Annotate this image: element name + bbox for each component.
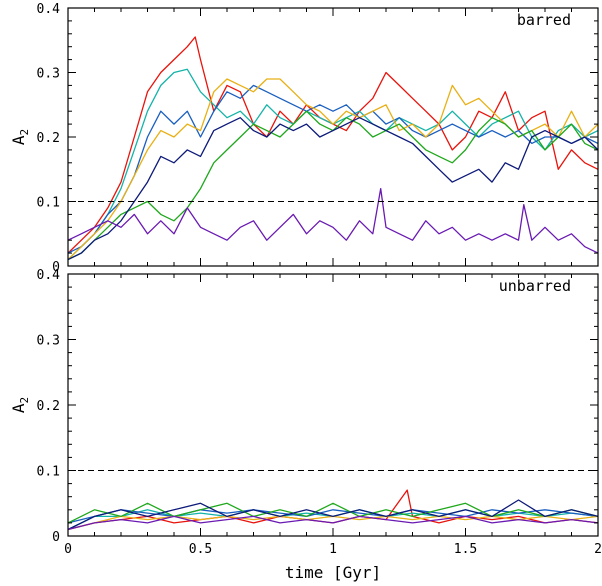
y-tick-label: 0.4	[37, 2, 61, 17]
x-tick-label: 0.5	[189, 542, 212, 557]
y-tick-label: 0.2	[37, 131, 60, 146]
y-axis-label-barred: A2	[9, 129, 31, 145]
panel-barred: barred A2 0 0.1 0.2 0.3 0.4	[9, 2, 599, 275]
x-axis-label: time [Gyr]	[285, 563, 381, 582]
y-axis-label-subscript: 2	[18, 397, 31, 404]
series-line-1	[67, 36, 599, 254]
plot-frame	[67, 273, 599, 537]
y-tick-label: 0.3	[37, 334, 60, 349]
x-tick-label: 1	[329, 542, 337, 557]
series-group	[67, 36, 599, 261]
panel-label-barred: barred	[517, 11, 571, 29]
x-tick-label: 2	[594, 542, 602, 557]
y-tick-label: 0.1	[37, 196, 60, 211]
y-tick-label: 0.2	[37, 399, 60, 414]
x-tick-label: 0	[64, 542, 72, 557]
y-tick-label: 0	[52, 530, 60, 545]
panel-label-unbarred: unbarred	[499, 277, 571, 295]
y-tick-label: 0	[52, 260, 60, 275]
series-line-7	[67, 515, 599, 531]
series-line-6	[67, 117, 599, 261]
panel-unbarred: unbarred A2 time [Gyr] 00.10.20.30.40 0.5…	[9, 268, 602, 582]
series-group	[67, 489, 599, 531]
y-tick-label: 0.3	[37, 67, 60, 82]
series-line-7	[67, 187, 599, 254]
y-axis-label-unbarred: A2	[9, 397, 31, 413]
y-tick-label: 0.1	[37, 465, 60, 480]
y-axis-label-main: A	[9, 135, 28, 145]
series-line-3	[67, 84, 599, 254]
series-line-6	[67, 499, 599, 531]
x-tick-label: 1.5	[454, 542, 477, 557]
y-tick-label: 0.4	[37, 268, 61, 283]
series-line-5	[67, 502, 599, 524]
y-axis-label-subscript: 2	[18, 129, 31, 136]
series-line-2	[67, 68, 599, 261]
y-axis-label-main: A	[9, 403, 28, 413]
